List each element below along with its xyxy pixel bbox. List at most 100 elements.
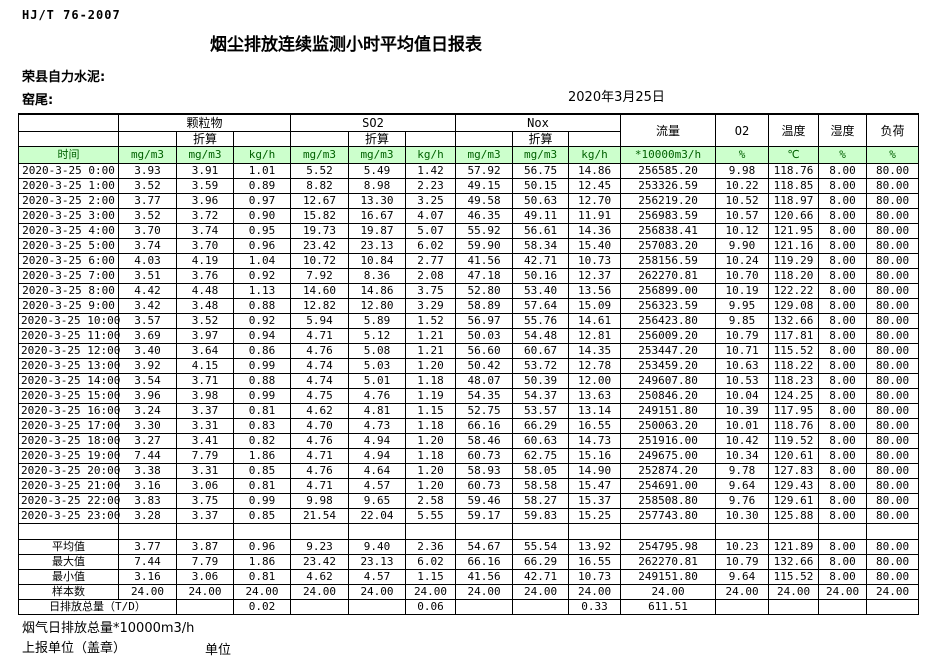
value-cell: 15.16 bbox=[568, 448, 622, 464]
value-cell: 8.00 bbox=[818, 298, 868, 314]
value-cell: 3.92 bbox=[118, 358, 177, 374]
value-cell: 23.13 bbox=[348, 238, 406, 254]
value-cell bbox=[348, 599, 406, 615]
value-cell: 1.20 bbox=[404, 358, 457, 374]
value-cell: 254691.00 bbox=[620, 478, 717, 494]
value-cell: 10.39 bbox=[715, 403, 770, 419]
value-cell: 8.00 bbox=[818, 539, 868, 555]
value-cell: 0.90 bbox=[233, 208, 291, 224]
value-cell: 3.98 bbox=[176, 388, 234, 404]
value-cell: 8.00 bbox=[818, 223, 868, 239]
value-cell: 1.15 bbox=[404, 569, 457, 585]
value-cell: 9.64 bbox=[715, 478, 770, 494]
value-cell: 50.42 bbox=[455, 358, 514, 374]
value-cell: 8.00 bbox=[818, 478, 868, 494]
value-cell bbox=[290, 599, 349, 615]
value-cell: 3.69 bbox=[118, 328, 177, 344]
blank-cell bbox=[290, 523, 349, 540]
value-cell: 118.85 bbox=[768, 178, 820, 194]
value-cell: 14.90 bbox=[568, 463, 622, 479]
blank-cell bbox=[118, 131, 177, 147]
value-cell: 80.00 bbox=[866, 298, 920, 314]
value-cell: 54.35 bbox=[455, 388, 514, 404]
value-cell: 56.61 bbox=[512, 223, 570, 239]
value-cell: 10.30 bbox=[715, 508, 770, 524]
value-cell: 119.52 bbox=[768, 433, 820, 449]
value-cell: 9.40 bbox=[348, 539, 406, 555]
blank-cell bbox=[568, 131, 622, 147]
value-cell: 58.58 bbox=[512, 478, 570, 494]
row-label-cell: 2020-3-25 9:00 bbox=[18, 298, 119, 314]
value-cell: 129.08 bbox=[768, 298, 820, 314]
value-cell: 254795.98 bbox=[620, 539, 717, 555]
value-cell: 0.94 bbox=[233, 328, 291, 344]
value-cell: 15.09 bbox=[568, 298, 622, 314]
row-label-cell: 2020-3-25 8:00 bbox=[18, 283, 119, 299]
header-row-converted: 折算 折算 折算 bbox=[18, 131, 919, 147]
value-cell: 54.48 bbox=[512, 328, 570, 344]
value-cell: 1.18 bbox=[404, 418, 457, 434]
value-cell: 12.78 bbox=[568, 358, 622, 374]
data-row: 2020-3-25 12:00 3.40 3.64 0.86 4.76 5.08 1.21 5… bbox=[18, 343, 920, 359]
value-cell: 10.73 bbox=[568, 253, 622, 269]
value-cell: 0.83 bbox=[233, 418, 291, 434]
value-cell: 8.00 bbox=[818, 373, 868, 389]
value-cell: 0.86 bbox=[233, 343, 291, 359]
value-cell: 57.92 bbox=[455, 163, 514, 179]
data-row: 2020-3-25 6:00 4.03 4.19 1.04 10.72 10.84 2.77… bbox=[18, 253, 920, 269]
value-cell: 53.72 bbox=[512, 358, 570, 374]
value-cell: 24.00 bbox=[118, 584, 177, 600]
value-cell: 9.95 bbox=[715, 298, 770, 314]
value-cell: 256009.20 bbox=[620, 328, 717, 344]
value-cell: 13.92 bbox=[568, 539, 622, 555]
value-cell: 118.20 bbox=[768, 268, 820, 284]
pm-converted-header: 折算 bbox=[176, 131, 234, 147]
value-cell: 8.00 bbox=[818, 493, 868, 509]
value-cell: 5.03 bbox=[348, 358, 406, 374]
value-cell: 3.70 bbox=[118, 223, 177, 239]
value-cell: 3.37 bbox=[176, 508, 234, 524]
value-cell: 1.21 bbox=[404, 343, 457, 359]
value-cell: 50.03 bbox=[455, 328, 514, 344]
blank-cell bbox=[18, 131, 119, 147]
value-cell: 3.30 bbox=[118, 418, 177, 434]
unit-cell: % bbox=[866, 146, 920, 164]
data-row: 2020-3-25 15:00 3.96 3.98 0.99 4.75 4.76 1.19 5… bbox=[18, 388, 920, 404]
value-cell: 1.52 bbox=[404, 313, 457, 329]
value-cell: 12.67 bbox=[290, 193, 349, 209]
value-cell: 80.00 bbox=[866, 283, 920, 299]
value-cell: 10.73 bbox=[568, 569, 622, 585]
value-cell: 0.99 bbox=[233, 388, 291, 404]
value-cell: 24.00 bbox=[404, 584, 457, 600]
value-cell: 24.00 bbox=[290, 584, 349, 600]
value-cell: 80.00 bbox=[866, 569, 920, 585]
value-cell: 10.01 bbox=[715, 418, 770, 434]
value-cell: 5.52 bbox=[290, 163, 349, 179]
blank-cell bbox=[568, 523, 622, 540]
value-cell: 4.64 bbox=[348, 463, 406, 479]
blank-cell bbox=[290, 131, 349, 147]
value-cell: 0.85 bbox=[233, 463, 291, 479]
value-cell: 10.22 bbox=[715, 178, 770, 194]
blank-cell bbox=[866, 523, 920, 540]
row-label-cell: 2020-3-25 20:00 bbox=[18, 463, 120, 479]
value-cell: 13.63 bbox=[568, 388, 622, 404]
row-label-cell: 2020-3-25 6:00 bbox=[18, 253, 119, 269]
value-cell: 80.00 bbox=[866, 448, 920, 464]
header-row-groups: 颗粒物 SO2 Nox 流量 O2 温度 湿度 负荷 bbox=[18, 113, 920, 147]
value-cell: 8.00 bbox=[818, 193, 868, 209]
value-cell: 9.64 bbox=[715, 569, 770, 585]
value-cell: 9.98 bbox=[715, 163, 770, 179]
row-label-cell: 最大值 bbox=[18, 554, 119, 570]
value-cell: 9.78 bbox=[715, 463, 770, 479]
value-cell: 41.56 bbox=[455, 253, 514, 269]
value-cell: 249675.00 bbox=[620, 448, 717, 464]
value-cell: 1.18 bbox=[404, 448, 457, 464]
value-cell: 1.13 bbox=[233, 283, 291, 299]
value-cell: 0.88 bbox=[233, 373, 291, 389]
value-cell: 16.55 bbox=[568, 418, 622, 434]
data-row: 2020-3-25 20:00 3.38 3.31 0.85 4.76 4.64 1.20 5… bbox=[18, 463, 920, 479]
value-cell: 122.22 bbox=[768, 283, 820, 299]
value-cell: 129.61 bbox=[768, 493, 820, 509]
row-label-cell: 样本数 bbox=[18, 584, 119, 600]
